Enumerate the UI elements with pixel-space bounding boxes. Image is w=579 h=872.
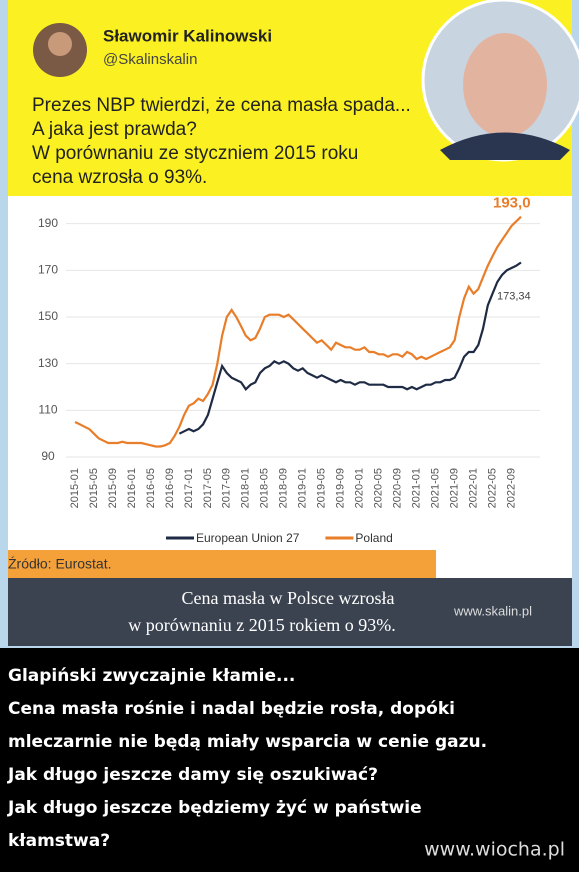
- x-tick-label: 2022-01: [467, 468, 479, 508]
- y-tick-label: 150: [38, 309, 58, 323]
- caption: w porównaniu z 2015 rokiem o 93%.: [128, 615, 395, 635]
- x-tick-label: 2015-05: [88, 468, 100, 508]
- x-tick-label: 2022-09: [505, 468, 517, 508]
- x-tick-label: 2021-05: [430, 468, 442, 508]
- x-tick-label: 2019-09: [335, 468, 347, 508]
- series-line: [74, 215, 522, 448]
- tweet-handle: @Skalinskalin: [103, 51, 197, 68]
- x-tick-label: 2019-05: [316, 468, 328, 508]
- x-tick-label: 2019-01: [297, 468, 309, 508]
- tweet-text: A jaka jest prawda?: [32, 119, 197, 140]
- x-tick-label: 2016-09: [164, 468, 176, 508]
- portrait-suit: [440, 132, 570, 160]
- x-tick-label: 2021-01: [411, 468, 423, 508]
- y-tick-label: 90: [41, 449, 55, 463]
- caption-site: www.skalin.pl: [453, 603, 532, 618]
- source: Źródło: Eurostat.: [8, 556, 112, 572]
- comment-line: Jak długo jeszcze damy się oszukiwać?: [7, 765, 378, 785]
- x-tick-label: 2020-09: [392, 468, 404, 508]
- x-tick-label: 2015-09: [107, 468, 119, 508]
- comment-line: mleczarnie nie będą miały wsparcia w cen…: [8, 732, 487, 752]
- legend-label: Poland: [355, 531, 392, 545]
- chart-box: [8, 196, 572, 578]
- tweet-name: Sławomir Kalinowski: [103, 26, 272, 45]
- avatar-face: [48, 32, 72, 56]
- x-tick-label: 2017-09: [221, 468, 233, 508]
- value-label: 193,0: [493, 195, 531, 212]
- series-line: [178, 261, 522, 435]
- y-tick-label: 170: [38, 263, 58, 277]
- x-tick-label: 2015-01: [69, 468, 81, 508]
- comment-line: Glapiński zwyczajnie kłamie...: [8, 666, 295, 686]
- comment-line: Jak długo jeszcze będziemy żyć w państwi…: [7, 798, 422, 818]
- y-tick-label: 110: [38, 403, 57, 417]
- x-tick-label: 2020-01: [354, 468, 366, 508]
- x-tick-label: 2018-05: [259, 468, 271, 508]
- legend-label: European Union 27: [196, 531, 300, 545]
- x-tick-label: 2020-05: [373, 468, 385, 508]
- tweet-text: cena wzrosła o 93%.: [32, 167, 207, 188]
- portrait-face: [463, 33, 547, 137]
- x-tick-label: 2018-01: [240, 468, 252, 508]
- y-tick-label: 130: [38, 356, 58, 370]
- x-tick-label: 2017-05: [202, 468, 214, 508]
- comment-line: kłamstwa?: [8, 831, 110, 851]
- x-tick-label: 2016-01: [126, 468, 138, 508]
- tweet-text: W porównaniu ze styczniem 2015 roku: [32, 143, 358, 164]
- x-tick-label: 2016-05: [145, 468, 157, 508]
- caption-bar: [8, 578, 572, 646]
- x-tick-label: 2017-01: [183, 468, 195, 508]
- tweet-text: Prezes NBP twierdzi, że cena masła spada…: [32, 95, 411, 116]
- source-bar: [8, 550, 436, 578]
- x-tick-label: 2022-05: [486, 468, 498, 508]
- caption: Cena masła w Polsce wzrosła: [182, 588, 395, 608]
- value-label: 173,34: [497, 290, 531, 302]
- x-tick-label: 2018-09: [278, 468, 290, 508]
- y-tick-label: 190: [38, 216, 58, 230]
- watermark: www.wiocha.pl: [424, 839, 565, 861]
- comment-line: Cena masła rośnie i nadal będzie rosła, …: [8, 699, 455, 719]
- x-tick-label: 2021-09: [448, 468, 460, 508]
